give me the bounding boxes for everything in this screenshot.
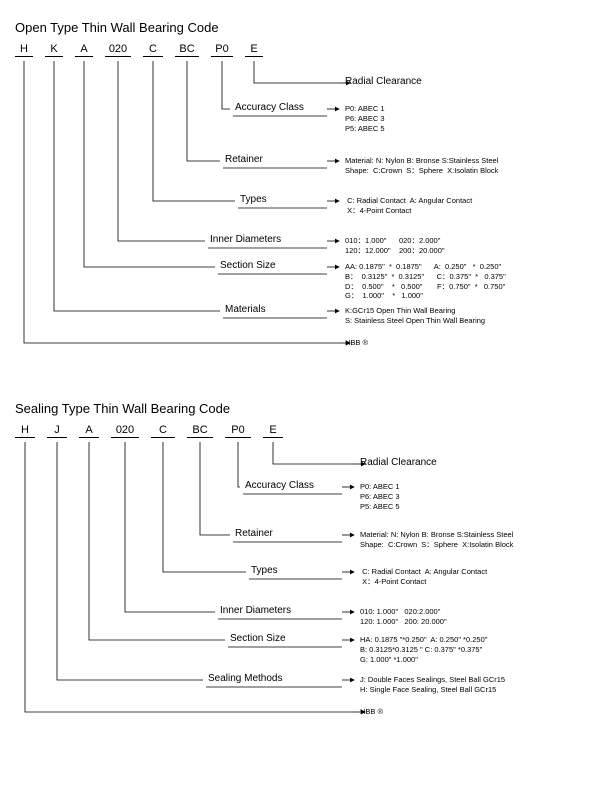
sealing-title: Sealing Type Thin Wall Bearing Code: [15, 401, 585, 416]
field-label: Inner Diameters: [210, 234, 285, 245]
field-description: HBB ®: [360, 707, 383, 717]
field-label: Accuracy Class: [235, 102, 308, 113]
field-description: P0: ABEC 1 P6: ABEC 3 P5: ABEC 5: [360, 482, 400, 511]
code-segment: C: [143, 43, 163, 57]
field-description: 010: 1.000" 020:2.000" 120: 1.000" 200: …: [360, 607, 447, 627]
field-description: Material: N: Nylon B: Bronse S:Stainless…: [360, 530, 513, 550]
code-segment: E: [263, 424, 283, 438]
field-description: J: Double Faces Sealings, Steel Ball GCr…: [360, 675, 505, 695]
sealing-diagram: Radial Clearance Accuracy Class P0: ABEC 1…: [15, 442, 585, 742]
code-segment: J: [47, 424, 67, 438]
code-segment: P0: [225, 424, 251, 438]
field-description: HBB ®: [345, 338, 368, 348]
field-label: Types: [251, 565, 282, 576]
field-label: Radial Clearance: [345, 76, 426, 87]
field-description: C: Radial Contact A: Angular Contact X：4…: [345, 196, 472, 216]
open-codes-row: HKA 020 C BC P0 E: [15, 43, 585, 57]
code-segment: 020: [105, 43, 131, 57]
field-description: Material: N: Nylon B: Bronse S:Stainless…: [345, 156, 498, 176]
code-segment: C: [151, 424, 175, 438]
code-segment: H: [15, 424, 35, 438]
code-segment: H: [15, 43, 33, 57]
field-label: Types: [240, 194, 271, 205]
code-segment: E: [245, 43, 263, 57]
field-label: Section Size: [230, 633, 290, 644]
open-diagram: Radial Clearance Accuracy Class P0: ABEC 1…: [15, 61, 585, 361]
open-type-section: Open Type Thin Wall Bearing Code HKA 020 C…: [15, 20, 585, 361]
code-segment: A: [79, 424, 99, 438]
open-title: Open Type Thin Wall Bearing Code: [15, 20, 585, 35]
field-label: Retainer: [225, 154, 267, 165]
field-label: Retainer: [235, 528, 277, 539]
field-description: K:GCr15 Open Thin Wall Bearing S: Stainl…: [345, 306, 485, 326]
sealing-type-section: Sealing Type Thin Wall Bearing Code HJA0…: [15, 401, 585, 742]
code-segment: P0: [211, 43, 233, 57]
field-description: 010：1.000" 020：2.000" 120：12.000" 200：20…: [345, 236, 445, 256]
field-description: HA: 0.1875 "*0.250" A: 0.250" *0.250" B:…: [360, 635, 487, 664]
code-segment: K: [45, 43, 63, 57]
sealing-codes-row: HJA 020 C BC P0 E: [15, 424, 585, 438]
code-segment: A: [75, 43, 93, 57]
field-description: AA: 0.1875" * 0.1875" A: 0.250" * 0.250"…: [345, 262, 506, 301]
code-segment: BC: [175, 43, 199, 57]
field-label: Radial Clearance: [360, 457, 441, 468]
field-label: Sealing Methods: [208, 673, 287, 684]
code-segment: BC: [187, 424, 213, 438]
field-label: Section Size: [220, 260, 280, 271]
field-description: C: Radial Contact A: Angular Contact X：4…: [360, 567, 487, 587]
field-label: Accuracy Class: [245, 480, 318, 491]
field-label: Inner Diameters: [220, 605, 295, 616]
field-description: P0: ABEC 1 P6: ABEC 3 P5: ABEC 5: [345, 104, 385, 133]
field-label: Materials: [225, 304, 270, 315]
code-segment: 020: [111, 424, 139, 438]
